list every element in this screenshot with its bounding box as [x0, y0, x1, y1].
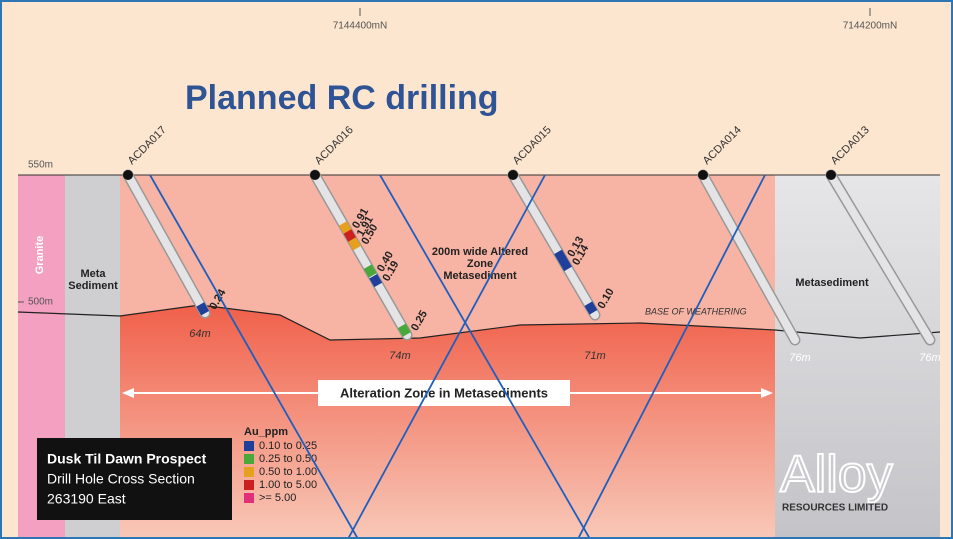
elevation: 500m	[28, 297, 53, 308]
metasediment-label: Metasediment	[795, 277, 869, 289]
legend-swatch	[244, 493, 254, 503]
assay-interval	[368, 267, 373, 276]
legend-swatch	[244, 467, 254, 477]
assay-interval	[352, 239, 357, 248]
assay-interval	[563, 260, 568, 269]
assay-interval	[558, 252, 563, 261]
assay-interval	[373, 276, 378, 285]
legend-label: 0.10 to 0.25	[259, 440, 317, 452]
assay-interval	[343, 223, 348, 232]
meta-sediment-label-box: Meta Sediment	[66, 268, 120, 304]
legend-swatch	[244, 441, 254, 451]
hole-depth: 64m	[189, 328, 210, 340]
northing: 7144400mN	[333, 21, 387, 32]
legend-label: 0.25 to 0.50	[259, 453, 317, 465]
hole-depth: 76m	[789, 352, 810, 364]
granite-label: Granite	[34, 236, 46, 275]
legend-swatch	[244, 454, 254, 464]
hole-depth: 74m	[389, 350, 410, 362]
collar	[698, 170, 708, 180]
legend-swatch	[244, 480, 254, 490]
altered-label: 200m wide Altered Zone Metasediment	[430, 246, 530, 282]
northing: 7144200mN	[843, 21, 897, 32]
zone-label: Alteration Zone in Metasediments	[340, 385, 548, 400]
collar	[123, 170, 133, 180]
info-line: Drill Hole Cross Section	[47, 471, 195, 487]
hole-depth: 71m	[584, 350, 605, 362]
legend-title: Au_ppm	[244, 426, 288, 438]
cross-section: 7144400mN 7144200mN 550m 500m Planned RC…	[0, 0, 953, 539]
assay-interval	[402, 326, 407, 335]
assay-interval	[200, 304, 205, 313]
legend-label: >= 5.00	[259, 492, 296, 504]
logo-subtitle: RESOURCES LIMITED	[782, 503, 888, 514]
hole-depth: 76m	[919, 352, 940, 364]
legend-label: 1.00 to 5.00	[259, 479, 317, 491]
collar	[826, 170, 836, 180]
collar	[508, 170, 518, 180]
elevation: 550m	[28, 160, 53, 171]
meta-sediment-label: Meta Sediment	[66, 268, 120, 292]
assay-interval	[588, 304, 593, 313]
collar	[310, 170, 320, 180]
logo: Alloy	[780, 446, 893, 504]
assay-interval	[347, 231, 352, 240]
title: Planned RC drilling	[185, 79, 499, 117]
info-title: Dusk Til Dawn Prospect	[47, 451, 207, 467]
legend-label: 0.50 to 1.00	[259, 466, 317, 478]
info-line: 263190 East	[47, 491, 126, 507]
